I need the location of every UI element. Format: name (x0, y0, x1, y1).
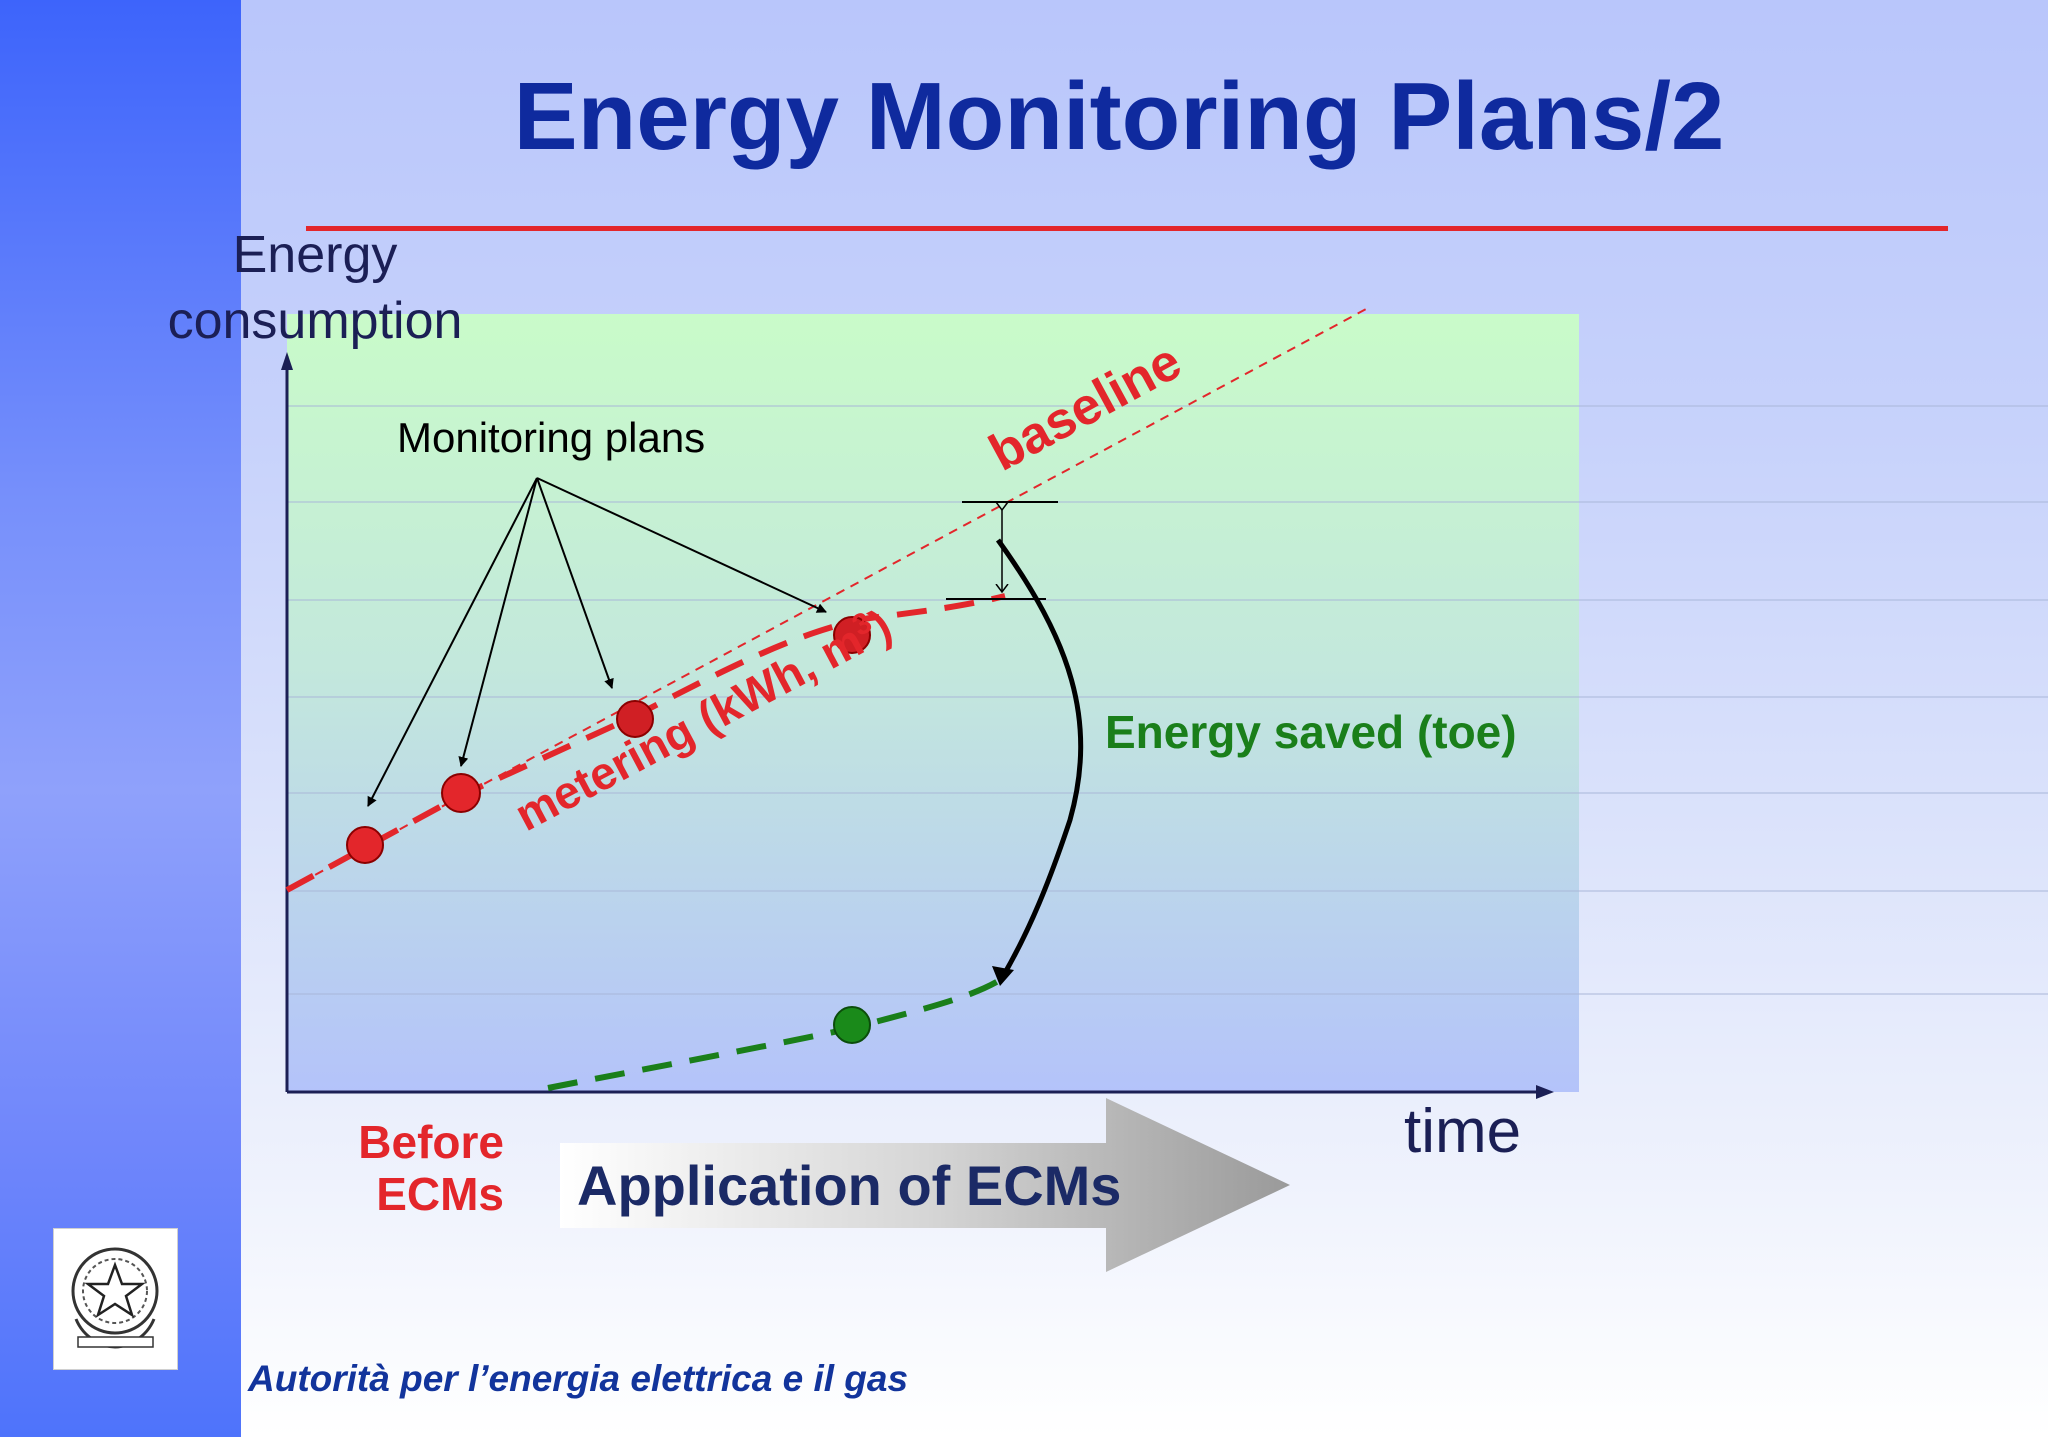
before-label-line1: Before (358, 1116, 504, 1168)
x-axis-label: time (1404, 1097, 1521, 1166)
saved-point (833, 1006, 871, 1044)
y-axis-label: Energy consumption (150, 222, 480, 354)
baseline-line (286, 307, 1369, 891)
gridlines (287, 405, 2048, 995)
metering-curve (285, 593, 1006, 893)
monitoring-point-3 (616, 700, 654, 738)
callout-arrows (367, 477, 827, 807)
saved-label: Energy saved (toe) (1105, 706, 1517, 758)
before-label-line2: ECMs (376, 1168, 504, 1220)
emblem-icon-graphic (71, 1247, 159, 1349)
italian-republic-emblem-icon (54, 1229, 177, 1369)
title-underline (306, 226, 1948, 231)
slide-title: Energy Monitoring Plans/2 (513, 63, 1725, 170)
callout-label: Monitoring plans (397, 414, 705, 461)
footer-organization: Autorità per l’energia elettrica e il ga… (248, 1358, 909, 1399)
y-axis-arrowhead (281, 352, 293, 370)
saved-arrow (995, 538, 1084, 980)
x-axis-arrowhead (1536, 1085, 1554, 1099)
saved-arrowhead (992, 966, 1014, 986)
monitoring-point-2 (441, 773, 481, 813)
monitoring-point-4 (833, 616, 871, 654)
monitoring-point-1 (346, 826, 384, 864)
y-axis-label-line1: Energy (232, 226, 398, 284)
application-label: Application of ECMs (577, 1154, 1121, 1217)
application-arrow (560, 1098, 1290, 1272)
plot-area (287, 314, 1579, 1092)
left-sidebar-band (0, 0, 241, 1437)
y-axis-label-line2: consumption (167, 292, 463, 350)
